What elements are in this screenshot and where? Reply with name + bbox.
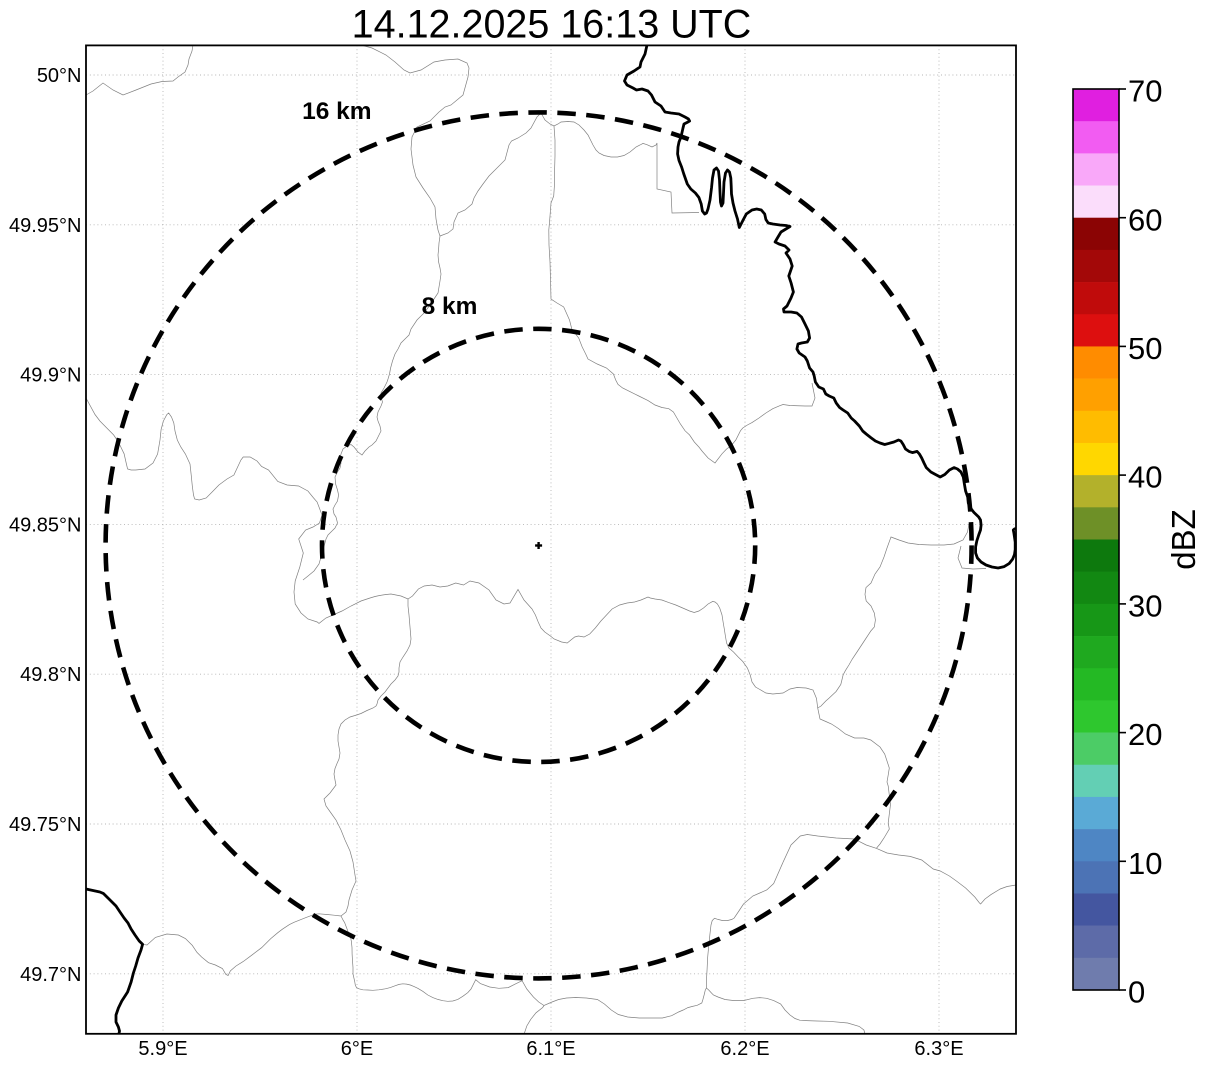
- svg-text:49.75°N: 49.75°N: [9, 814, 82, 836]
- svg-text:6.1°E: 6.1°E: [526, 1038, 575, 1060]
- svg-text:50°N: 50°N: [37, 65, 82, 87]
- svg-text:8 km: 8 km: [422, 293, 478, 320]
- svg-text:49.85°N: 49.85°N: [9, 514, 82, 536]
- svg-text:6.2°E: 6.2°E: [720, 1038, 769, 1060]
- svg-text:14.12.2025 16:13 UTC: 14.12.2025 16:13 UTC: [352, 3, 752, 47]
- svg-text:dBZ: dBZ: [1165, 509, 1202, 570]
- svg-text:49.7°N: 49.7°N: [20, 964, 81, 986]
- svg-text:6°E: 6°E: [341, 1038, 373, 1060]
- svg-text:5.9°E: 5.9°E: [138, 1038, 187, 1060]
- svg-text:49.9°N: 49.9°N: [20, 365, 81, 387]
- svg-text:49.8°N: 49.8°N: [20, 664, 81, 686]
- svg-text:60: 60: [1128, 202, 1162, 237]
- svg-text:50: 50: [1128, 331, 1162, 366]
- svg-text:40: 40: [1128, 460, 1162, 495]
- svg-text:49.95°N: 49.95°N: [9, 215, 82, 237]
- svg-text:70: 70: [1128, 74, 1162, 109]
- svg-text:0: 0: [1128, 975, 1145, 1010]
- svg-text:30: 30: [1128, 589, 1162, 624]
- svg-text:20: 20: [1128, 717, 1162, 752]
- svg-text:10: 10: [1128, 846, 1162, 881]
- svg-text:6.3°E: 6.3°E: [914, 1038, 963, 1060]
- svg-text:16 km: 16 km: [302, 98, 371, 125]
